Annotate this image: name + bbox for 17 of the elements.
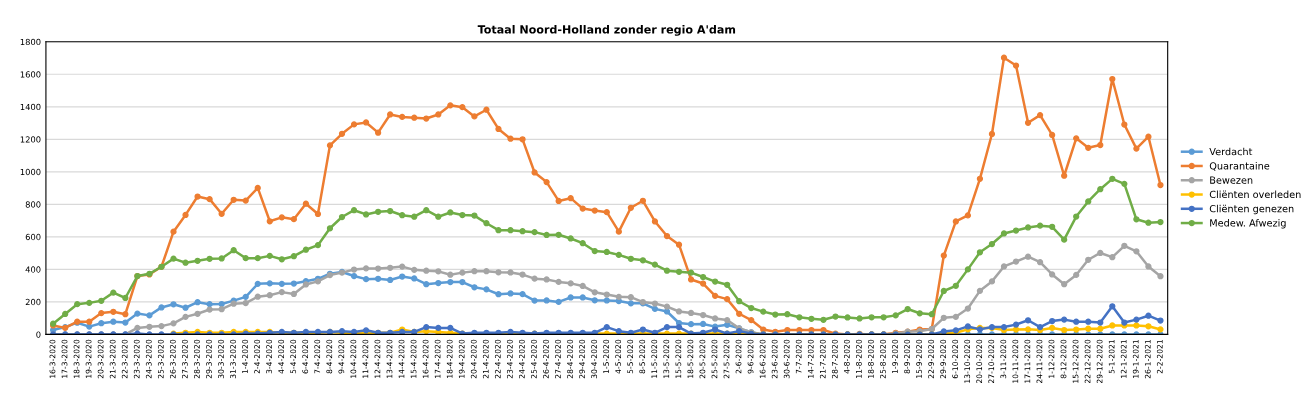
legend-label: Bewezen [1210, 176, 1253, 184]
y-tick-label: 800 [25, 201, 41, 208]
legend-label: Quarantaine [1209, 161, 1270, 171]
legend-label: Cliënten overleden [1209, 190, 1301, 199]
y-tick-label: 1400 [20, 103, 41, 111]
y-tick-label: 200 [25, 298, 41, 306]
y-tick-label: 1000 [20, 168, 41, 176]
y-tick-label: 1800 [20, 38, 41, 46]
y-tick-label: 1200 [20, 136, 41, 143]
y-tick-label: 1600 [20, 71, 41, 78]
y-tick-label: 600 [25, 233, 41, 241]
chart-title: Totaal Noord-Holland zonder regio A'dam [477, 25, 736, 36]
y-tick-label: 0 [36, 331, 41, 338]
legend-label: Verdacht [1209, 147, 1253, 156]
y-tick-label: 400 [25, 266, 41, 273]
legend-label: Cliënten genezen [1209, 204, 1294, 215]
legend-label: Medew. Afwezig [1210, 219, 1286, 229]
